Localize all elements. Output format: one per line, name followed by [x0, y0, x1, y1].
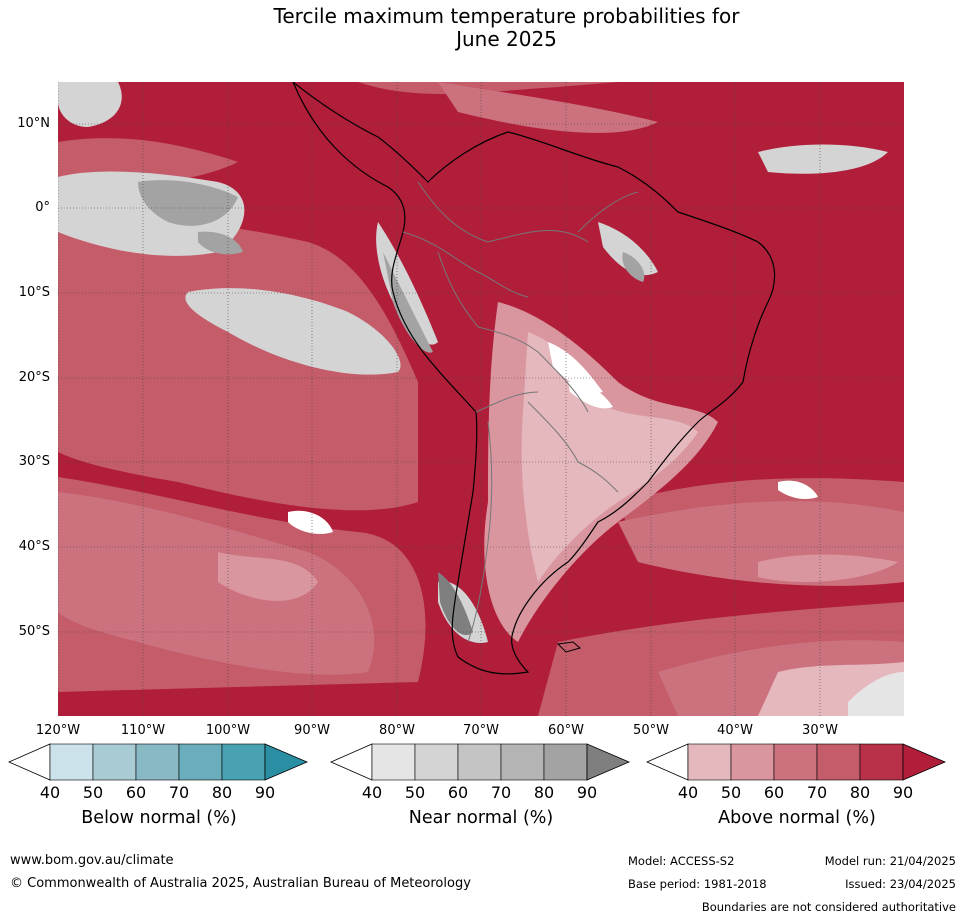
colorbar-tick-label: 40 [39, 783, 61, 802]
colorbar-tick-label: 70 [168, 783, 190, 802]
colorbar-tick-label: 90 [254, 783, 276, 802]
lon-label-70w: 70°W [463, 723, 499, 738]
colorbar-tick-label: 90 [892, 783, 914, 802]
colorbar-tick-label: 60 [125, 783, 147, 802]
lat-label-30s: 30°S [18, 454, 50, 469]
colorbar-tick-label: 60 [447, 783, 469, 802]
colorbar-tick-label: 80 [211, 783, 233, 802]
colorbar-segment [178, 743, 223, 781]
footer-disclaimer: Boundaries are not considered authoritat… [701, 900, 956, 914]
colorbar-segment [221, 743, 266, 781]
colorbar-extend-low [646, 743, 689, 781]
footer-issued: Issued: 23/04/2025 [845, 877, 956, 891]
colorbar-near-normal [330, 743, 631, 781]
lon-label-40w: 40°W [717, 723, 753, 738]
lon-label-50w: 50°W [633, 723, 669, 738]
lon-label-120w: 120°W [35, 723, 81, 738]
lon-label-100w: 100°W [205, 723, 251, 738]
lat-label-10n: 10°N [17, 116, 50, 131]
colorbar-segment [687, 743, 732, 781]
colorbar-segment [543, 743, 588, 781]
colorbar-extend-low [330, 743, 373, 781]
colorbar-extend-high [902, 743, 947, 781]
colorbar-segment [371, 743, 416, 781]
colorbar-tick-label: 50 [404, 783, 426, 802]
colorbar-extend-high [264, 743, 309, 781]
country-borders [402, 181, 639, 643]
colorbar-segment [773, 743, 818, 781]
colorbar-title-below: Below normal (%) [81, 808, 237, 828]
colorbar-tick-label: 50 [720, 783, 742, 802]
footer-website: www.bom.gov.au/climate [10, 853, 174, 868]
map-title: Tercile maximum temperature probabilitie… [0, 5, 965, 51]
colorbar-tick-label: 80 [533, 783, 555, 802]
lat-label-40s: 40°S [18, 539, 50, 554]
colorbar-extend-high [586, 743, 631, 781]
colorbar-tick-label: 80 [849, 783, 871, 802]
colorbar-segment [92, 743, 137, 781]
colorbar-segment [730, 743, 775, 781]
colorbar-segment [859, 743, 904, 781]
lon-label-90w: 90°W [294, 723, 330, 738]
colorbar-below-normal [8, 743, 309, 781]
lon-label-110w: 110°W [120, 723, 166, 738]
colorbar-segment [457, 743, 502, 781]
footer-model-run: Model run: 21/04/2025 [824, 854, 956, 868]
colorbar-tick-label: 90 [576, 783, 598, 802]
colorbar-extend-low [8, 743, 51, 781]
colorbar-segment [500, 743, 545, 781]
lon-label-30w: 30°W [802, 723, 838, 738]
colorbar-segment [816, 743, 861, 781]
south-america-coastline [292, 82, 776, 675]
near-normal-darker [138, 180, 645, 636]
colorbar-tick-label: 70 [490, 783, 512, 802]
lon-label-60w: 60°W [548, 723, 584, 738]
colorbar-tick-label: 70 [806, 783, 828, 802]
white-patches [288, 342, 904, 716]
colorbar-segment [49, 743, 94, 781]
above-normal-50-60 [58, 82, 904, 716]
lat-label-50s: 50°S [18, 624, 50, 639]
probability-map [58, 82, 904, 716]
colorbar-tick-label: 60 [763, 783, 785, 802]
lat-label-0: 0° [35, 200, 50, 215]
colorbar-title-above: Above normal (%) [718, 808, 876, 828]
title-line-1: Tercile maximum temperature probabilitie… [273, 4, 740, 28]
colorbar-tick-label: 40 [677, 783, 699, 802]
colorbar-segment [414, 743, 459, 781]
lat-label-20s: 20°S [18, 370, 50, 385]
falkland-islands [556, 641, 582, 653]
colorbar-segment [135, 743, 180, 781]
colorbar-tick-label: 40 [361, 783, 383, 802]
lat-label-10s: 10°S [18, 285, 50, 300]
footer-copyright: © Commonwealth of Australia 2025, Austra… [10, 876, 471, 891]
lon-label-80w: 80°W [379, 723, 415, 738]
colorbar-above-normal [646, 743, 947, 781]
title-line-2: June 2025 [456, 27, 557, 51]
footer-base-period: Base period: 1981-2018 [628, 877, 767, 891]
footer-model: Model: ACCESS-S2 [628, 854, 735, 868]
colorbar-title-near: Near normal (%) [408, 808, 554, 828]
colorbar-tick-label: 50 [82, 783, 104, 802]
